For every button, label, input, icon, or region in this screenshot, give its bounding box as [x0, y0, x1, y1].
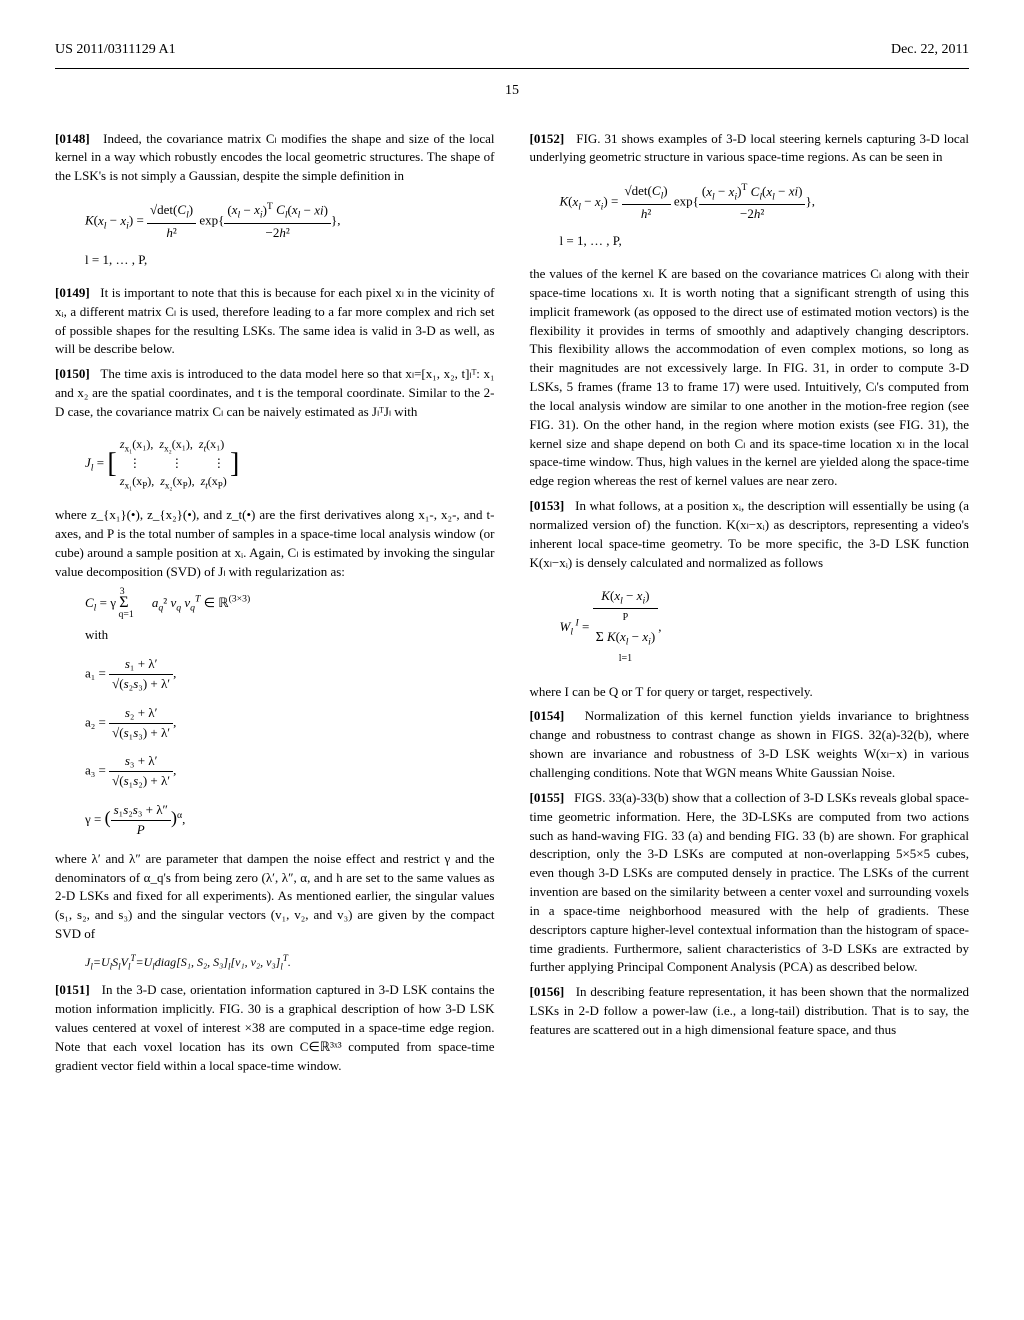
formula-with: with — [85, 626, 495, 645]
para-0150: [0150] The time axis is introduced to th… — [55, 365, 495, 422]
para-0153: [0153] In what follows, at a position xᵢ… — [530, 497, 970, 572]
para-num-0153: [0153] — [530, 498, 565, 513]
formula-kernel-right: K(xl − xi) = √det(Cl)h² exp{(xl − xi)T C… — [560, 181, 970, 251]
formula-a3: a₃ = s₃ + λ′√(s₁s₂) + λ′, — [85, 752, 495, 791]
formula-a1: a₁ = s₁ + λ′√(s₂s₃) + λ′, — [85, 655, 495, 694]
para-after-j: where z_{x₁}(•), z_{x₂}(•), and z_t(•) a… — [55, 506, 495, 581]
para-after-k-right: the values of the kernel K are based on … — [530, 265, 970, 491]
para-0155-text: FIGS. 33(a)-33(b) show that a collection… — [530, 790, 970, 975]
header-rule — [55, 68, 969, 69]
para-0148-text: Indeed, the covariance matrix Cₗ modifie… — [55, 131, 495, 184]
para-0153-text: In what follows, at a position xᵢ, the d… — [530, 498, 970, 570]
para-num-0148: [0148] — [55, 131, 90, 146]
formula-kernel-right-l: l = 1, … , P, — [560, 232, 970, 251]
para-0150-text: The time axis is introduced to the data … — [55, 366, 495, 419]
page-number: 15 — [55, 81, 969, 101]
formula-svd: Jl=UlSlVlT=Uldiag[S₁, S₂, S₃]l[v₁, v₂, v… — [85, 952, 495, 973]
page-header: US 2011/0311129 A1 Dec. 22, 2011 — [55, 40, 969, 60]
formula-kernel-left: K(xl − xi) = √det(Cl)h² exp{(xl − xi)T C… — [85, 200, 495, 270]
para-0154-text: Normalization of this kernel function yi… — [530, 708, 970, 780]
para-0156: [0156] In describing feature representat… — [530, 983, 970, 1040]
para-num-0156: [0156] — [530, 984, 565, 999]
two-column-layout: [0148] Indeed, the covariance matrix Cₗ … — [55, 130, 969, 1082]
para-0154: [0154] Normalization of this kernel func… — [530, 707, 970, 782]
para-0152-text: FIG. 31 shows examples of 3-D local stee… — [530, 131, 970, 165]
formula-c: Cl = γ Σq=13 aq² vq vqT ∈ ℝ(3×3) — [85, 591, 495, 616]
para-num-0152: [0152] — [530, 131, 565, 146]
formula-j-matrix: Jl = [ zx₁(x₁), zx₂(x₁), zt(x₁) ⋮ ⋮ ⋮ zx… — [85, 436, 495, 492]
para-num-0154: [0154] — [530, 708, 565, 723]
para-num-0150: [0150] — [55, 366, 90, 381]
para-num-0149: [0149] — [55, 285, 90, 300]
formula-a2: a₂ = s₂ + λ′√(s₁s₃) + λ′, — [85, 704, 495, 743]
para-0152: [0152] FIG. 31 shows examples of 3-D loc… — [530, 130, 970, 168]
para-num-0155: [0155] — [530, 790, 565, 805]
para-0149-text: It is important to note that this is bec… — [55, 285, 495, 357]
para-after-w: where I can be Q or T for query or targe… — [530, 683, 970, 702]
formula-w: Wl I = K(xl − xi) PΣ K(xl − xi)l=1 , — [560, 587, 970, 669]
para-0151: [0151] In the 3-D case, orientation info… — [55, 981, 495, 1075]
para-num-0151: [0151] — [55, 982, 90, 997]
left-column: [0148] Indeed, the covariance matrix Cₗ … — [55, 130, 495, 1082]
para-0156-text: In describing feature representation, it… — [530, 984, 970, 1037]
formula-gamma: γ = (s₁s₂s₃ + λ″P)α, — [85, 801, 495, 840]
para-after-gamma: where λ′ and λ″ are parameter that dampe… — [55, 850, 495, 944]
formula-kernel-left-l: l = 1, … , P, — [85, 251, 495, 270]
para-0155: [0155] FIGS. 33(a)-33(b) show that a col… — [530, 789, 970, 977]
publication-number: US 2011/0311129 A1 — [55, 40, 176, 60]
para-0151-text: In the 3-D case, orientation information… — [55, 982, 495, 1072]
para-0149: [0149] It is important to note that this… — [55, 284, 495, 359]
right-column: [0152] FIG. 31 shows examples of 3-D loc… — [530, 130, 970, 1082]
publication-date: Dec. 22, 2011 — [891, 40, 969, 60]
para-0148: [0148] Indeed, the covariance matrix Cₗ … — [55, 130, 495, 187]
